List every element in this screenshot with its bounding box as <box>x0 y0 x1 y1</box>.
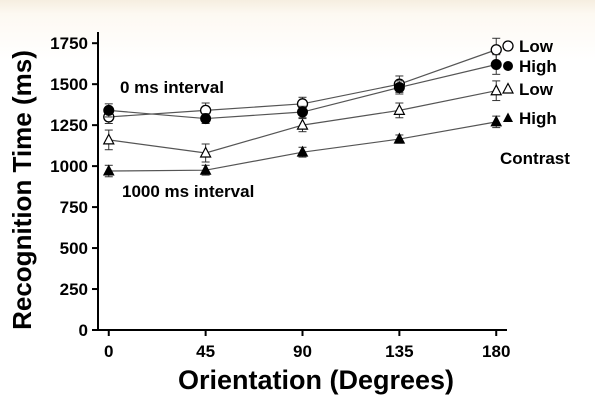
legend-label-high-1000ms: High <box>519 109 557 128</box>
y-tick-label: 750 <box>60 198 88 217</box>
annotation-1000ms-interval: 1000 ms interval <box>122 182 254 201</box>
data-point-filled-triangle <box>490 115 503 127</box>
y-tick-label: 1750 <box>50 34 88 53</box>
data-point-filled-triangle <box>102 164 115 176</box>
data-point-open-triangle <box>199 146 212 158</box>
legend-filled-circle-icon <box>503 61 513 71</box>
legend-label-low-1000ms: Low <box>519 80 554 99</box>
y-tick-label: 250 <box>60 280 88 299</box>
data-point-filled-circle <box>393 81 405 93</box>
series-layer <box>102 37 514 178</box>
data-point-open-triangle <box>393 103 406 115</box>
x-tick-label: 135 <box>385 342 413 361</box>
annotation-0ms-interval: 0 ms interval <box>120 78 224 97</box>
data-point-filled-circle <box>490 59 502 70</box>
legend-markers <box>502 40 514 122</box>
x-tick-label: 0 <box>104 342 113 361</box>
data-point-open-triangle <box>296 118 309 130</box>
data-point-filled-circle <box>200 113 212 125</box>
y-tick-label: 0 <box>79 321 88 340</box>
data-point-filled-circle <box>103 104 115 116</box>
x-tick-label: 180 <box>482 342 510 361</box>
x-axis-title: Orientation (Degrees) <box>178 365 454 395</box>
data-point-open-triangle <box>490 83 503 96</box>
axes <box>92 32 507 336</box>
data-point-filled-triangle <box>199 163 212 175</box>
data-point-filled-circle <box>297 106 308 118</box>
y-tick-label: 1250 <box>50 116 88 135</box>
series-2 <box>102 80 503 163</box>
tick-labels: 0 250 500 750 1000 1250 1500 1750 0 45 90 135 180 <box>50 34 510 361</box>
x-tick-label: 90 <box>293 342 312 361</box>
annotation-contrast: Contrast <box>500 149 570 168</box>
data-point-filled-triangle <box>393 132 406 144</box>
y-tick-label: 1500 <box>50 75 88 94</box>
y-tick-label: 1000 <box>50 157 88 176</box>
legend-open-circle-icon <box>502 40 514 52</box>
legend-label-low-0ms: Low <box>519 37 554 56</box>
legend-open-triangle-icon <box>502 82 514 94</box>
x-tick-label: 45 <box>196 342 215 361</box>
legend-label-high-0ms: High <box>519 57 557 76</box>
series-3 <box>102 115 503 178</box>
y-axis-title: Recognition Time (ms) <box>7 50 37 330</box>
legend-filled-triangle-icon <box>503 112 513 122</box>
data-point-filled-triangle <box>296 145 309 157</box>
data-point-open-circle <box>490 44 502 56</box>
data-point-open-triangle <box>102 133 115 145</box>
series-1 <box>103 54 502 125</box>
y-tick-label: 500 <box>60 239 88 258</box>
